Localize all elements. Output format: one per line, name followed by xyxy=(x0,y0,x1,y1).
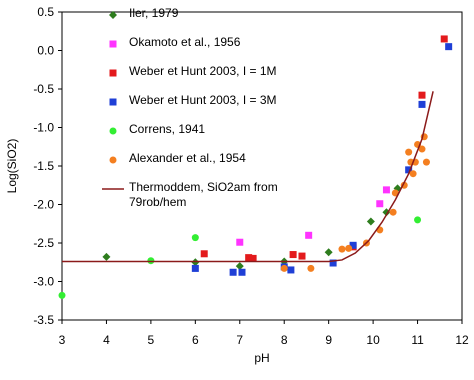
data-point xyxy=(382,186,390,194)
data-point xyxy=(366,217,375,226)
data-point xyxy=(389,208,397,216)
data-point xyxy=(418,145,426,153)
legend-marker xyxy=(109,156,117,164)
data-point xyxy=(249,254,257,262)
data-point xyxy=(191,258,200,267)
data-point xyxy=(191,234,199,242)
legend-marker xyxy=(109,69,117,77)
data-point xyxy=(280,264,288,272)
data-point xyxy=(422,158,430,166)
data-point xyxy=(409,170,417,178)
legend: Iler, 1979 Okamoto et al., 1956 Weber et H… xyxy=(102,4,332,209)
data-point xyxy=(298,252,306,260)
x-tick-label: 11 xyxy=(411,333,424,347)
data-point xyxy=(200,250,208,258)
data-point xyxy=(305,231,313,239)
legend-label: Correns, 1941 xyxy=(129,122,206,136)
y-tick-label: -0.5 xyxy=(33,82,54,96)
data-point xyxy=(147,257,155,265)
data-point xyxy=(329,259,337,267)
data-point xyxy=(338,245,346,253)
legend-item: Alexander et al., 1954 xyxy=(102,149,332,178)
legend-marker xyxy=(109,127,117,135)
data-point xyxy=(238,268,246,276)
data-point xyxy=(405,148,413,156)
data-point xyxy=(391,189,399,197)
x-tick-label: 8 xyxy=(281,333,288,347)
data-point xyxy=(102,252,111,261)
legend-item: Okamoto et al., 1956 xyxy=(102,33,332,62)
y-tick-label: 0.5 xyxy=(37,5,54,19)
legend-item: Weber et Hunt 2003, I = 1M xyxy=(102,62,332,91)
legend-symbol xyxy=(109,11,117,19)
legend-marker xyxy=(109,98,117,106)
x-axis-label: pH xyxy=(254,351,269,365)
x-tick-label: 12 xyxy=(455,333,469,347)
legend-label: Weber et Hunt 2003, I = 1M xyxy=(129,64,277,78)
legend-marker xyxy=(109,40,117,48)
legend-symbol xyxy=(109,40,117,48)
y-axis-label: Log(SiO2) xyxy=(5,139,19,194)
fit-line xyxy=(62,91,434,263)
data-point xyxy=(445,43,453,51)
data-point xyxy=(324,248,333,257)
legend-symbol xyxy=(109,69,117,77)
legend-item: Correns, 1941 xyxy=(102,120,332,149)
data-point xyxy=(58,291,66,299)
data-point xyxy=(345,244,353,252)
y-tick-label: -3.5 xyxy=(33,313,54,327)
data-point xyxy=(245,254,253,262)
x-tick-label: 4 xyxy=(103,333,110,347)
data-point xyxy=(191,264,199,272)
data-point xyxy=(376,200,384,208)
y-tick-label: -3.0 xyxy=(33,275,54,289)
legend-label: Iler, 1979 xyxy=(129,6,179,20)
x-tick-label: 10 xyxy=(366,333,380,347)
legend-label: Okamoto et al., 1956 xyxy=(129,35,241,49)
legend-marker xyxy=(102,188,124,190)
data-point xyxy=(440,35,448,43)
data-point xyxy=(414,216,422,224)
legend-symbol xyxy=(109,98,117,106)
legend-item: Iler, 1979 xyxy=(102,4,332,33)
legend-item: Thermoddem, SiO2am from 79rob/hem xyxy=(102,178,332,209)
x-tick-label: 6 xyxy=(192,333,199,347)
x-tick-label: 7 xyxy=(236,333,243,347)
legend-item: Weber et Hunt 2003, I = 3M xyxy=(102,91,332,120)
legend-label: Alexander et al., 1954 xyxy=(129,151,246,165)
y-tick-label: -1.5 xyxy=(33,159,54,173)
x-tick-label: 3 xyxy=(59,333,66,347)
data-point xyxy=(289,251,297,259)
y-tick-label: 0.0 xyxy=(37,44,54,58)
legend-symbol xyxy=(109,127,117,135)
data-point xyxy=(418,100,426,108)
data-point xyxy=(349,241,357,249)
legend-label: Thermoddem, SiO2am from 79rob/hem xyxy=(129,180,278,209)
data-point xyxy=(405,166,413,174)
legend-marker xyxy=(109,11,117,19)
y-tick-label: -2.0 xyxy=(33,198,54,212)
y-tick-label: -1.0 xyxy=(33,121,54,135)
data-point xyxy=(307,264,315,272)
y-tick-label: -2.5 xyxy=(33,236,54,250)
data-point xyxy=(287,266,295,274)
legend-symbol xyxy=(109,156,117,164)
legend-label: Weber et Hunt 2003, I = 3M xyxy=(129,93,277,107)
x-tick-label: 9 xyxy=(325,333,332,347)
data-point xyxy=(236,238,244,246)
data-point xyxy=(235,262,244,271)
data-point xyxy=(229,268,237,276)
data-point xyxy=(418,91,426,99)
x-tick-label: 5 xyxy=(148,333,155,347)
